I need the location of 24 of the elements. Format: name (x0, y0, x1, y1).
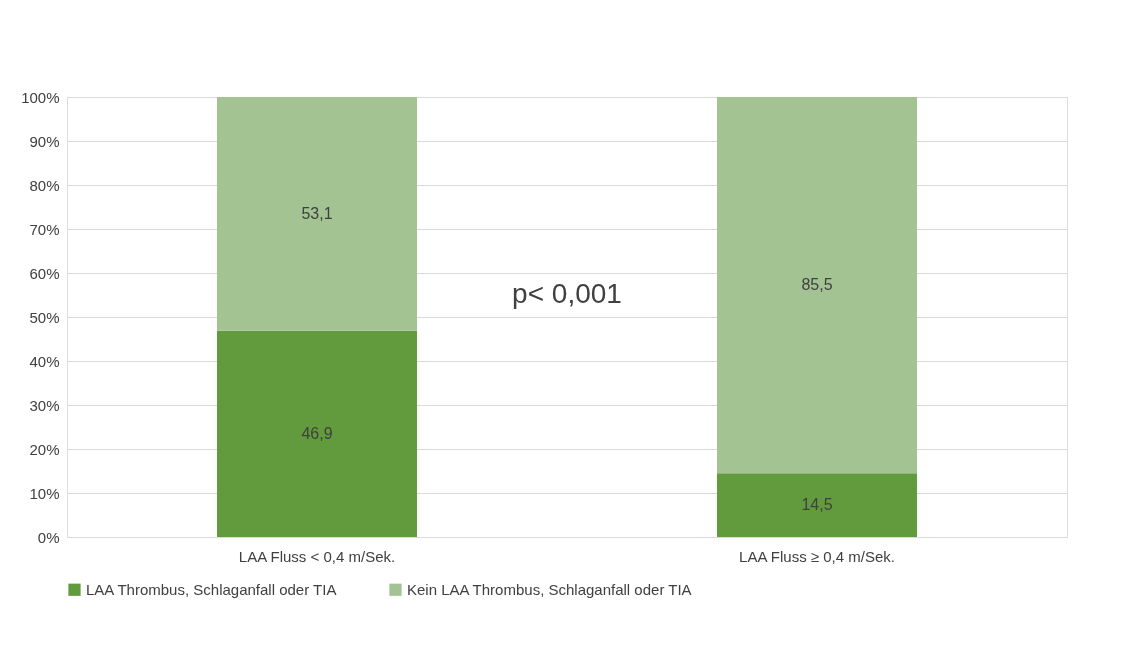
y-tick-label: 40% (29, 352, 60, 370)
annotation: p< 0,001 (512, 278, 622, 309)
bar (217, 330, 417, 537)
bar (717, 97, 917, 474)
bar (217, 97, 417, 331)
y-tick-label: 100% (21, 88, 60, 106)
y-tick-label: 50% (29, 308, 60, 326)
y-tick-label: 10% (29, 484, 60, 502)
y-tick-label: 60% (29, 264, 60, 282)
y-tick-label: 70% (29, 220, 60, 238)
data-label: 14,5 (801, 496, 833, 514)
bar (717, 473, 917, 537)
data-label: 53,1 (301, 204, 333, 222)
data-label: 85,5 (801, 276, 833, 294)
y-tick-label: 30% (29, 396, 60, 414)
y-tick-label: 80% (29, 176, 60, 194)
x-tick-label: LAA Fluss ≥ 0,4 m/Sek. (739, 547, 895, 565)
y-tick-label: 20% (29, 440, 60, 458)
legend-label: LAA Thrombus, Schlaganfall oder TIA (86, 580, 337, 598)
y-tick-label: 90% (29, 132, 60, 150)
data-label: 46,9 (301, 424, 333, 442)
y-tick-label: 0% (37, 528, 60, 546)
x-tick-label: LAA Fluss < 0,4 m/Sek. (238, 547, 396, 565)
legend-label: Kein LAA Thrombus, Schlaganfall oder TIA (407, 580, 692, 598)
